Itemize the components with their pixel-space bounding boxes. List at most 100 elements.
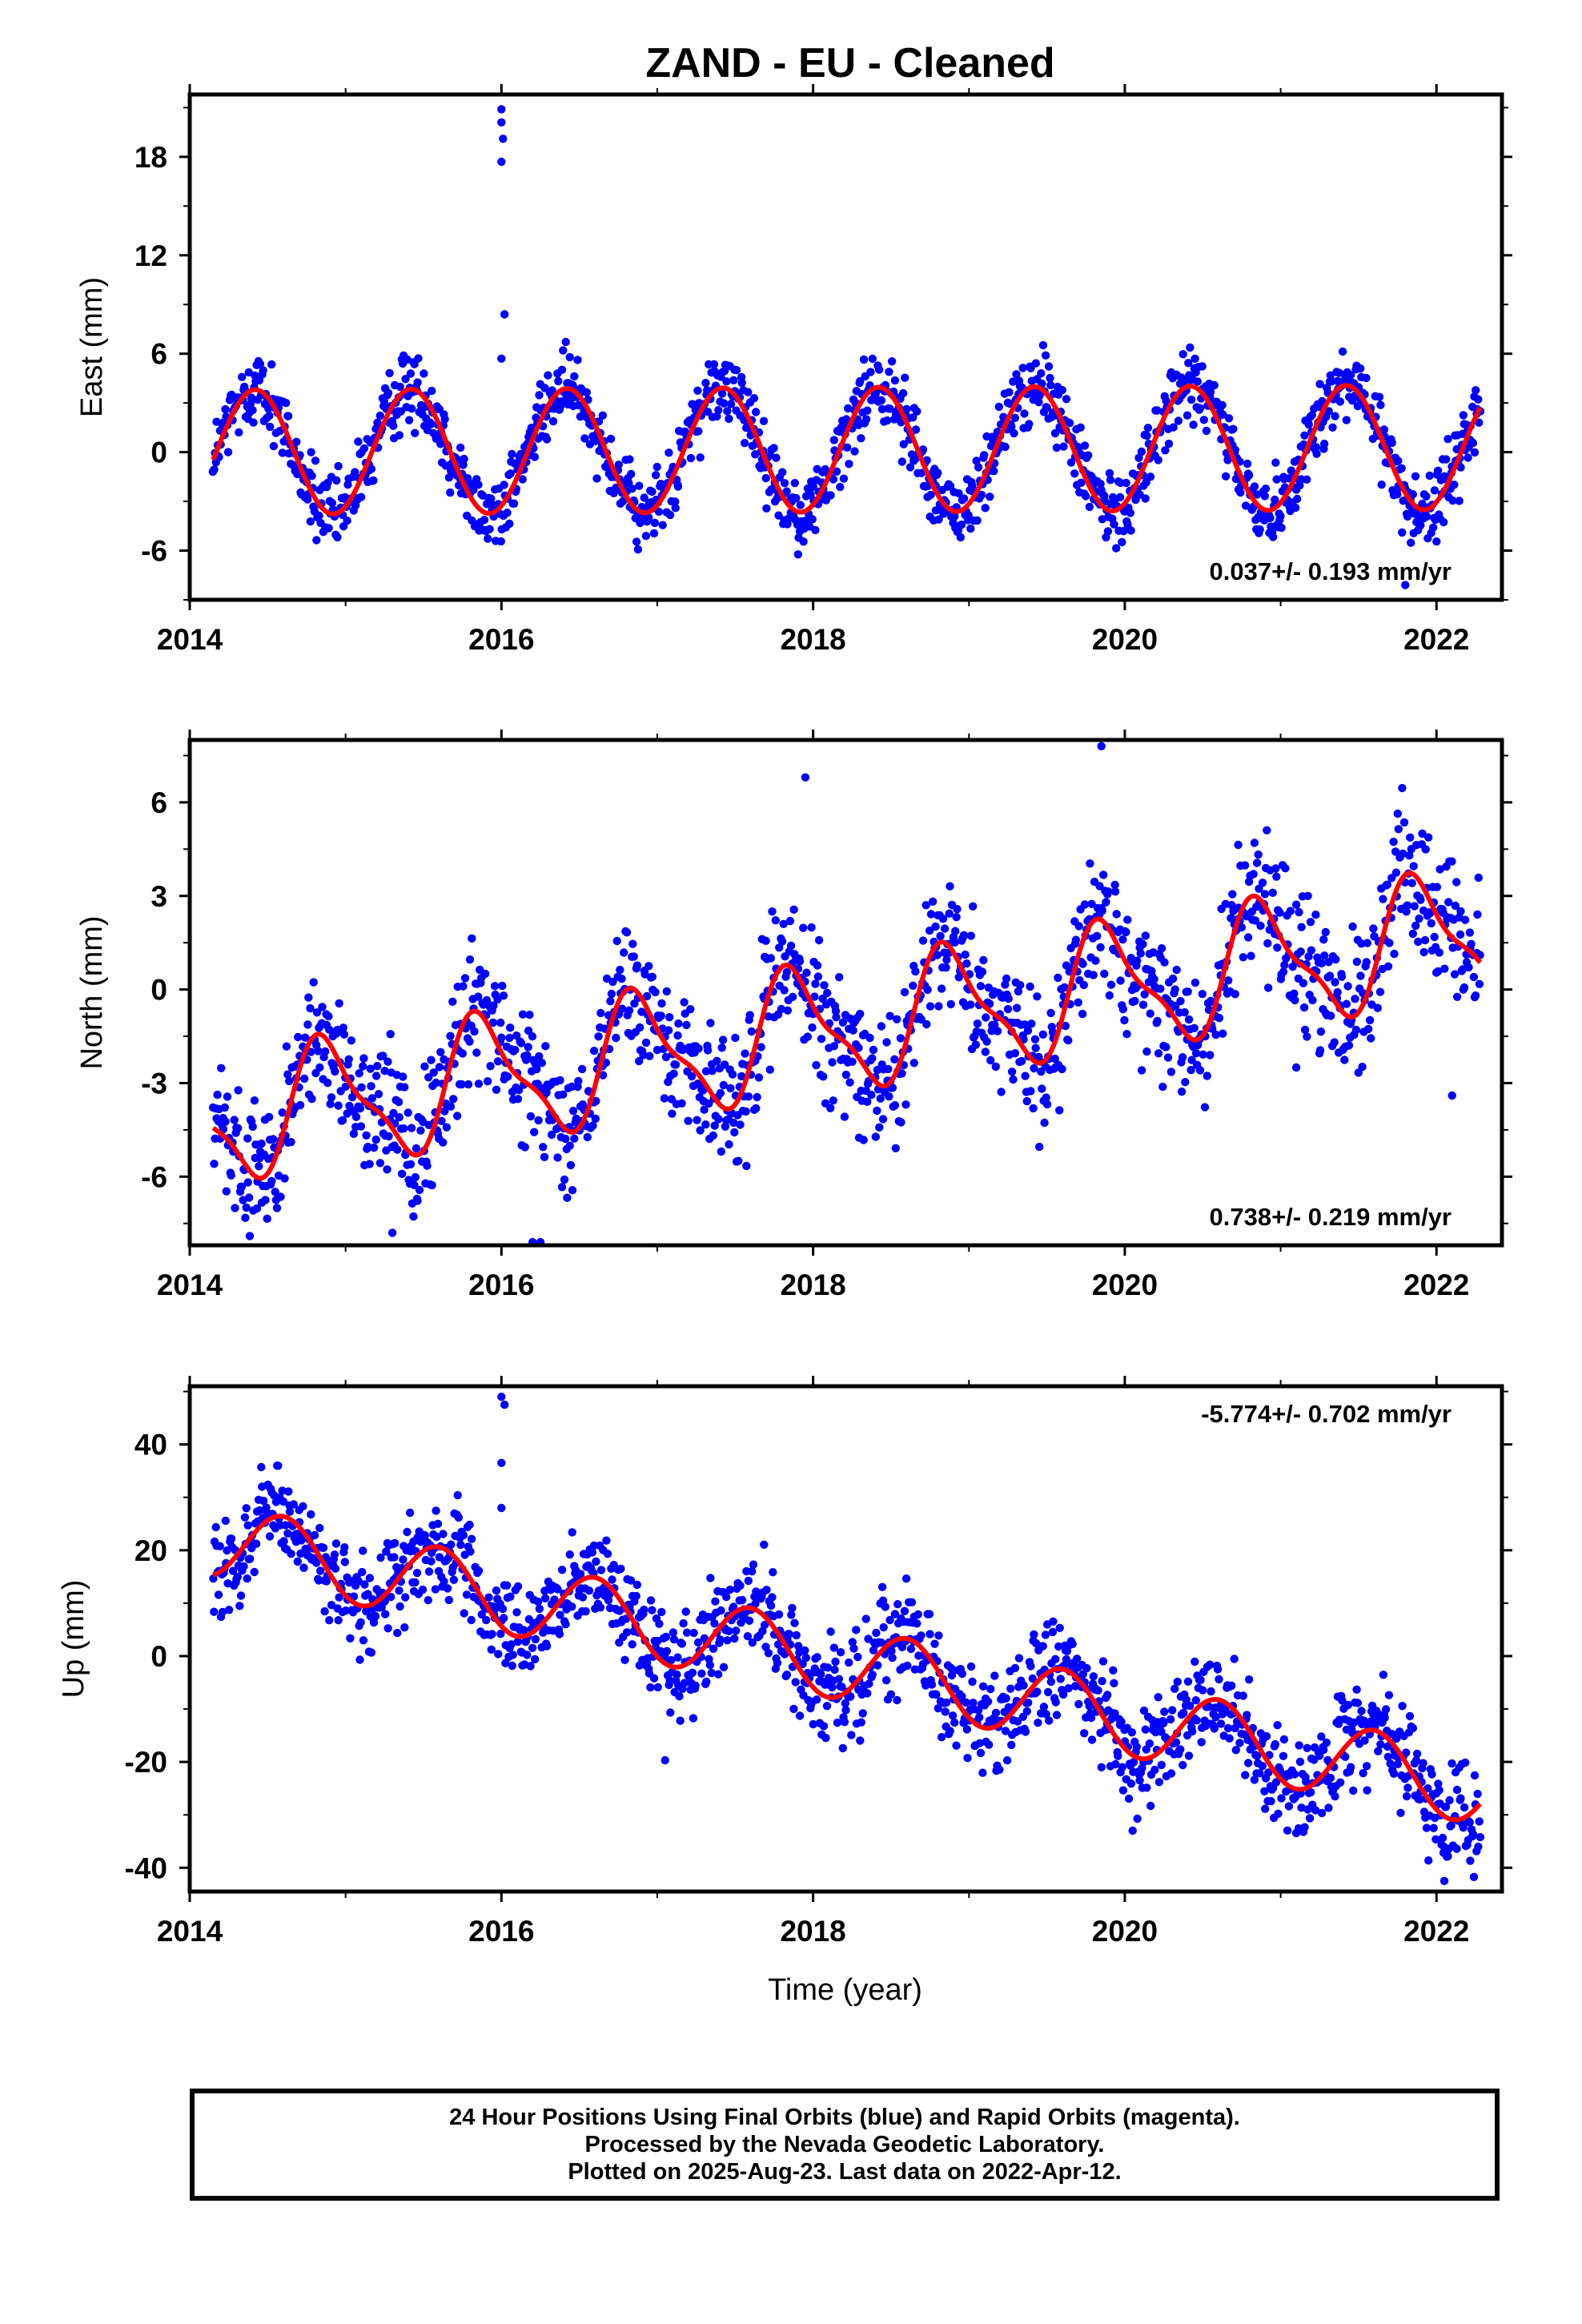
data-point: [1048, 1627, 1058, 1637]
data-point: [1317, 959, 1327, 968]
data-point: [437, 1116, 446, 1126]
data-point: [760, 1540, 769, 1550]
data-point: [509, 499, 519, 508]
data-point: [1176, 1745, 1185, 1754]
data-point: [1399, 818, 1409, 827]
data-point: [1046, 1008, 1055, 1018]
plot-frame: [187, 738, 1504, 1248]
data-point: [1166, 1715, 1175, 1724]
data-point: [1219, 410, 1227, 419]
data-point: [1215, 1675, 1223, 1684]
data-point: [1114, 1751, 1122, 1760]
data-point: [264, 1112, 274, 1122]
data-point: [501, 1659, 510, 1667]
data-point: [1303, 1743, 1311, 1752]
data-point: [1271, 458, 1280, 467]
data-point: [1331, 978, 1339, 987]
data-point: [520, 1143, 529, 1152]
data-point: [979, 955, 988, 965]
data-point: [1342, 999, 1351, 1008]
data-point: [1263, 826, 1271, 835]
data-point: [1283, 1826, 1292, 1835]
data-point: [354, 437, 363, 446]
data-point: [913, 407, 921, 416]
data-point: [839, 474, 849, 483]
data-point: [703, 1046, 713, 1055]
data-point: [1042, 1710, 1050, 1719]
data-point: [725, 414, 733, 424]
data-point: [1132, 1743, 1142, 1751]
data-point: [1130, 996, 1139, 1006]
data-point: [395, 1586, 404, 1595]
data-point: [1281, 864, 1290, 873]
data-point: [832, 467, 841, 476]
data-point: [900, 1606, 909, 1616]
data-point: [1193, 377, 1203, 386]
data-point: [768, 1593, 777, 1602]
data-point: [863, 1689, 872, 1698]
data-point: [1211, 1712, 1220, 1722]
data-point: [982, 1013, 990, 1022]
data-point: [1111, 1759, 1120, 1769]
data-point: [1020, 1020, 1030, 1029]
data-point: [696, 1126, 705, 1135]
data-point: [774, 511, 783, 520]
data-point: [648, 972, 656, 982]
data-point: [245, 1232, 255, 1240]
data-point: [1475, 1817, 1484, 1826]
data-point: [950, 1718, 959, 1727]
x-tick-label: 2022: [1403, 623, 1469, 656]
data-point: [1137, 1066, 1146, 1075]
data-point: [1070, 469, 1079, 478]
data-point: [792, 1630, 801, 1640]
data-point: [1316, 1027, 1326, 1036]
data-point: [1472, 386, 1480, 395]
data-point: [945, 909, 954, 918]
data-point: [666, 1708, 675, 1717]
data-point: [761, 936, 770, 946]
data-point: [1154, 456, 1162, 464]
data-point: [635, 1056, 644, 1066]
data-point: [990, 1671, 999, 1680]
data-point: [1390, 949, 1399, 959]
data-point: [729, 1118, 738, 1128]
data-point: [1464, 963, 1473, 972]
data-point: [383, 388, 393, 397]
data-point: [396, 382, 404, 392]
data-point: [877, 1638, 886, 1647]
data-point: [1447, 1821, 1456, 1830]
data-point: [439, 1530, 448, 1538]
data-point: [414, 354, 423, 363]
data-point: [645, 1051, 654, 1060]
data-point: [884, 1064, 893, 1074]
data-point: [1438, 1833, 1447, 1843]
data-point: [626, 1576, 636, 1585]
data-point: [1460, 1803, 1469, 1812]
data-point: [748, 1638, 757, 1647]
data-point: [667, 1655, 676, 1665]
data-point: [1103, 527, 1113, 536]
data-point: [1356, 971, 1365, 980]
caption-box: 24 Hour Positions Using Final Orbits (bl…: [190, 2089, 1500, 2201]
data-point: [250, 1096, 259, 1105]
data-point: [632, 537, 641, 546]
outlier-point: [1128, 1826, 1137, 1835]
data-point: [490, 982, 500, 991]
data-point: [238, 372, 247, 381]
data-point: [407, 1124, 416, 1132]
data-point: [1255, 884, 1263, 894]
data-point: [1124, 1794, 1134, 1803]
data-point: [702, 1677, 711, 1687]
outlier-point: [1291, 1063, 1301, 1072]
data-point: [1324, 958, 1333, 967]
data-point: [966, 1662, 976, 1671]
data-point: [1163, 1053, 1173, 1062]
data-point: [657, 1607, 666, 1617]
data-point: [1221, 472, 1231, 480]
data-point: [853, 1652, 862, 1662]
data-point: [1302, 1777, 1311, 1786]
data-point: [940, 924, 950, 933]
data-point: [1299, 979, 1308, 987]
data-point: [701, 1120, 710, 1129]
data-point: [1203, 1072, 1211, 1080]
